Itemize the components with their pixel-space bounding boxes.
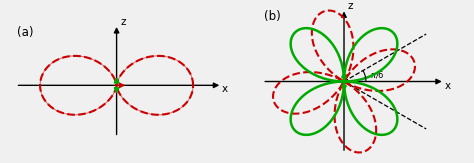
Text: z: z — [120, 17, 126, 27]
Text: (b): (b) — [264, 10, 281, 23]
Text: x: x — [222, 84, 228, 94]
Text: (a): (a) — [17, 26, 34, 39]
Text: $\pi/6$: $\pi/6$ — [370, 69, 384, 80]
Text: z: z — [347, 1, 353, 11]
Text: x: x — [445, 81, 451, 91]
